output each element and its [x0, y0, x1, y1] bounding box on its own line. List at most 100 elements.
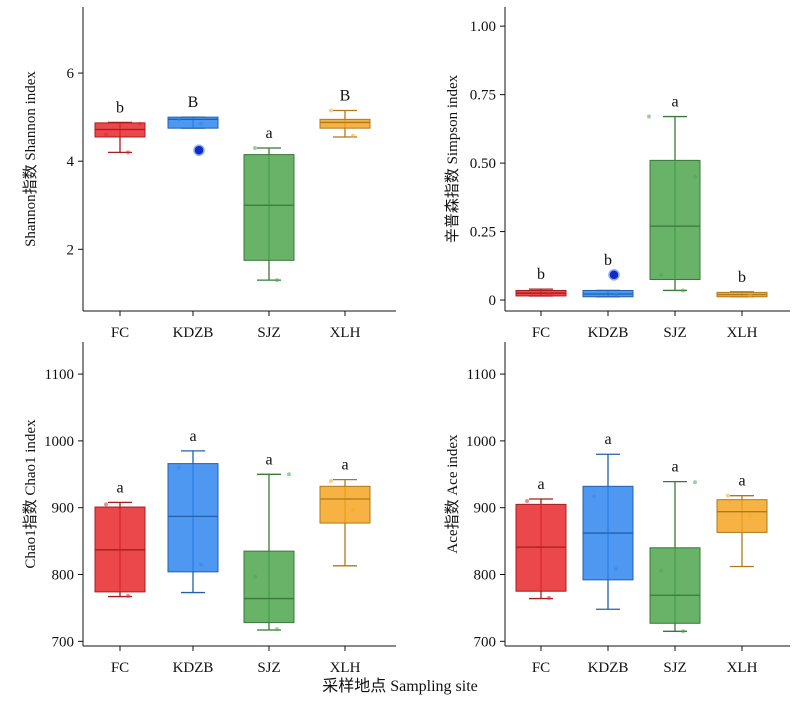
- box-sjz: SJZ a: [647, 94, 701, 341]
- chart-panel-1: 2 4 6 Shannon指数 Shannon index FC b KDZB B SJZ a XL…: [22, 7, 396, 341]
- box-xlh: XLH B: [319, 88, 371, 341]
- data-point: [275, 278, 279, 283]
- data-point: [253, 145, 257, 150]
- shared-x-axis-label: 采样地点 Sampling site: [322, 678, 478, 695]
- box-sjz: SJZ a: [243, 125, 295, 341]
- x-tick-label: XLH: [727, 325, 758, 341]
- box-sjz: SJZ a: [243, 451, 295, 676]
- box-fc: FC a: [515, 476, 567, 676]
- data-point: [287, 472, 291, 477]
- y-tick-label: 800: [474, 568, 497, 584]
- data-point: [693, 480, 697, 485]
- x-tick-label: XLH: [330, 325, 361, 341]
- data-point: [275, 627, 279, 632]
- y-tick-label: 1.00: [470, 19, 496, 35]
- box-iqr: [716, 499, 768, 533]
- y-tick-label: 1000: [466, 434, 496, 450]
- box-iqr: [319, 118, 371, 129]
- y-tick-label: 700: [52, 634, 75, 650]
- box-iqr: [243, 550, 295, 624]
- data-point: [547, 595, 551, 600]
- data-point: [525, 499, 529, 504]
- data-point: [659, 273, 663, 278]
- chart-panel-4: 700 800 900 1000 1100 Ace指数 Ace index FC a KDZB a…: [444, 342, 790, 676]
- box-xlh: XLH b: [716, 269, 768, 341]
- data-point: [177, 465, 181, 470]
- data-point: [748, 293, 752, 298]
- box-fc: FC b: [94, 99, 146, 341]
- data-point: [592, 494, 596, 499]
- data-point: [104, 132, 108, 137]
- x-tick-label: SJZ: [663, 325, 686, 341]
- y-tick-label: 6: [67, 66, 75, 82]
- y-tick-label: 700: [474, 634, 497, 650]
- significance-letter: b: [738, 269, 746, 286]
- significance-letter: a: [341, 457, 348, 474]
- y-tick-label: 800: [52, 568, 75, 584]
- y-tick-label: 0.25: [470, 225, 496, 241]
- y-axis-title: Chao1指数 Chao1 index: [22, 419, 39, 569]
- box-iqr: [167, 463, 219, 573]
- x-tick-label: FC: [532, 325, 550, 341]
- significance-letter: a: [189, 428, 196, 445]
- y-axis-title: Shannon指数 Shannon index: [22, 71, 39, 247]
- x-tick-label: XLH: [727, 660, 758, 676]
- data-point: [547, 292, 551, 297]
- box-iqr: [167, 116, 219, 129]
- data-point: [726, 493, 730, 498]
- significance-letter: a: [738, 473, 745, 490]
- x-tick-label: XLH: [330, 660, 361, 676]
- y-tick-label: 0: [489, 293, 497, 309]
- x-tick-label: SJZ: [257, 325, 280, 341]
- data-point: [681, 629, 685, 634]
- data-point: [126, 593, 130, 598]
- y-tick-label: 900: [474, 501, 497, 517]
- y-tick-label: 1100: [45, 367, 74, 383]
- box-sjz: SJZ a: [649, 459, 701, 676]
- x-tick-label: KDZB: [173, 660, 214, 676]
- box-iqr: [515, 503, 567, 592]
- y-tick-label: 1100: [467, 367, 496, 383]
- y-tick-label: 900: [52, 501, 75, 517]
- x-tick-label: SJZ: [257, 660, 280, 676]
- x-tick-label: KDZB: [588, 660, 629, 676]
- significance-letter: b: [537, 266, 545, 283]
- significance-letter: a: [604, 431, 611, 448]
- significance-letter: b: [604, 252, 612, 269]
- box-iqr: [649, 159, 701, 281]
- significance-letter: a: [671, 94, 678, 111]
- y-tick-label: 0.50: [470, 156, 496, 172]
- data-point: [329, 108, 333, 113]
- data-point: [748, 513, 752, 518]
- significance-letter: a: [671, 459, 678, 476]
- data-point: [614, 292, 618, 297]
- box-fc: FC a: [94, 479, 146, 676]
- box-kdzb: KDZB a: [582, 431, 634, 676]
- significance-letter: a: [265, 125, 272, 142]
- outlier-point: [608, 269, 620, 281]
- y-tick-label: 2: [67, 242, 75, 258]
- data-point: [104, 502, 108, 507]
- x-tick-label: KDZB: [588, 325, 629, 341]
- data-point: [659, 568, 663, 573]
- data-point: [647, 114, 651, 119]
- significance-letter: b: [116, 99, 124, 116]
- data-point: [138, 121, 142, 126]
- box-iqr: [319, 485, 371, 524]
- x-tick-label: KDZB: [173, 325, 214, 341]
- data-point: [199, 562, 203, 567]
- data-point: [351, 507, 355, 512]
- x-tick-label: FC: [111, 325, 129, 341]
- data-point: [351, 133, 355, 138]
- box-kdzb: KDZB B: [167, 94, 219, 341]
- y-axis-title: 辛普森指数 Simpson index: [444, 74, 461, 243]
- x-tick-label: FC: [532, 660, 550, 676]
- significance-letter: a: [265, 451, 272, 468]
- y-tick-label: 4: [67, 154, 75, 170]
- significance-letter: B: [188, 94, 199, 111]
- y-tick-label: 1000: [44, 434, 74, 450]
- box-xlh: XLH a: [319, 457, 371, 676]
- data-point: [614, 567, 618, 572]
